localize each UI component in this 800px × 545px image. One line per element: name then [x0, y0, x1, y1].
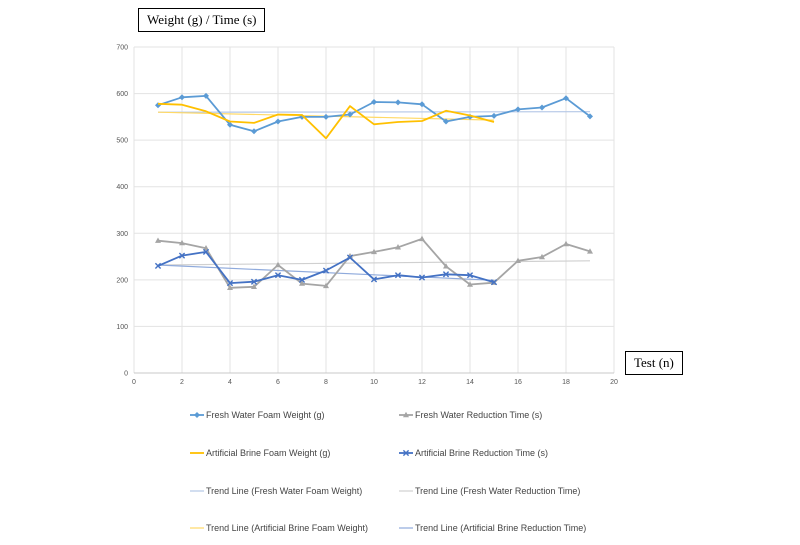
data-point [563, 95, 569, 102]
y-axis-label: Weight (g) / Time (s) [138, 8, 266, 32]
x-tick-label: 20 [610, 379, 618, 386]
y-tick-label: 0 [124, 371, 128, 378]
data-point [515, 106, 521, 113]
series [154, 92, 593, 290]
x-tick-label: 12 [418, 379, 426, 386]
data-point [298, 276, 306, 283]
data-point [443, 118, 449, 125]
data-point [418, 274, 426, 281]
x-tick-label: 14 [466, 379, 474, 386]
data-point [203, 92, 209, 99]
trend-line [157, 111, 591, 113]
data-point [251, 283, 257, 290]
trend-line [157, 264, 495, 281]
data-point [155, 237, 161, 243]
data-point [587, 113, 593, 120]
legend-label: Trend Line (Fresh Water Foam Weight) [206, 486, 362, 496]
data-point [371, 248, 377, 255]
legend: Fresh Water Foam Weight (g) Fresh Water R… [190, 410, 586, 533]
data-point [587, 248, 593, 254]
grid [133, 46, 615, 374]
data-point [491, 112, 497, 119]
y-tick-label: 600 [116, 91, 128, 98]
data-point [154, 262, 162, 269]
legend-label: Trend Line (Artificial Brine Foam Weight… [206, 523, 368, 533]
y-tick-label: 300 [116, 231, 128, 238]
data-point [179, 94, 185, 101]
data-point [251, 128, 257, 135]
data-point [274, 272, 282, 279]
data-point [419, 101, 425, 108]
data-point [466, 272, 474, 279]
data-point [202, 248, 210, 256]
data-point [371, 98, 377, 105]
data-point [395, 244, 401, 250]
series-line [157, 102, 495, 140]
data-point [347, 111, 353, 118]
y-tick-label: 700 [116, 45, 128, 52]
x-tick-label: 4 [228, 379, 232, 386]
data-point [178, 252, 186, 259]
y-tick-label: 500 [116, 138, 128, 145]
data-point [490, 279, 498, 286]
data-point [539, 104, 545, 111]
data-point [299, 280, 305, 286]
y-tick-label: 400 [116, 184, 128, 191]
x-tick-label: 2 [180, 379, 184, 386]
legend-label: Trend Line (Fresh Water Reduction Time) [415, 486, 580, 496]
data-point [227, 284, 233, 290]
data-point [402, 449, 410, 457]
data-point [403, 411, 409, 418]
data-point [203, 244, 209, 251]
legend-label: Artificial Brine Reduction Time (s) [415, 448, 548, 458]
legend-label: Trend Line (Artificial Brine Reduction T… [415, 523, 586, 533]
y-tick-label: 200 [116, 277, 128, 284]
x-tick-label: 6 [276, 379, 280, 386]
data-point [419, 235, 425, 242]
data-point [467, 281, 473, 287]
data-point [275, 118, 281, 125]
x-tick-label: 18 [562, 379, 570, 386]
legend-label: Fresh Water Reduction Time (s) [415, 410, 542, 420]
data-point [179, 239, 185, 246]
data-point [515, 257, 521, 263]
data-point [275, 261, 281, 268]
data-point [227, 121, 233, 128]
data-point [194, 412, 200, 418]
data-point [563, 240, 569, 247]
x-tick-label: 10 [370, 379, 378, 386]
x-tick-label: 8 [324, 379, 328, 386]
data-point [370, 276, 378, 283]
x-axis-label: Test (n) [625, 351, 683, 375]
data-point [346, 254, 354, 261]
data-point [323, 282, 329, 289]
data-point [322, 267, 330, 274]
data-point [394, 272, 402, 279]
axes: 0 100 200 300 400 500 600 700 0 2 4 6 8 10 12 14 16 18 20 [116, 45, 618, 387]
data-point [250, 278, 258, 285]
data-point [539, 253, 545, 260]
data-point [323, 113, 329, 120]
legend-label: Artificial Brine Foam Weight (g) [206, 448, 330, 458]
x-tick-label: 16 [514, 379, 522, 386]
data-point [442, 271, 450, 278]
legend-label: Fresh Water Foam Weight (g) [206, 410, 325, 420]
x-tick-label: 0 [132, 379, 136, 386]
data-point [226, 280, 234, 287]
data-point [443, 263, 449, 269]
data-point [395, 99, 401, 106]
y-tick-label: 100 [116, 324, 128, 331]
